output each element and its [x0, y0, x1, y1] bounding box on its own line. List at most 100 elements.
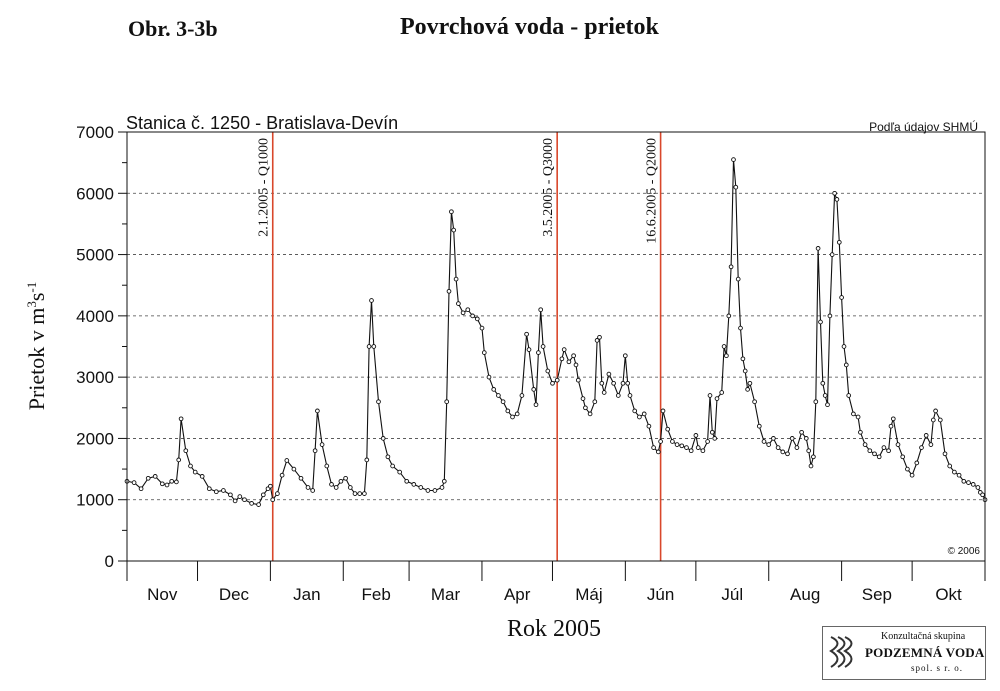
flow-data-point: [385, 454, 391, 460]
logo-line-2: PODZEMNÁ VODA: [865, 645, 985, 660]
flow-data-point: [919, 445, 924, 450]
flow-data-point: [726, 313, 732, 319]
flow-data-point: [305, 485, 311, 490]
flow-data-point: [707, 393, 713, 398]
flow-data-point: [439, 485, 445, 490]
flow-data-point: [260, 492, 266, 498]
flow-data-point: [474, 316, 480, 322]
flow-data-point: [670, 439, 675, 444]
flow-data-point: [486, 374, 492, 380]
x-month-label: Apr: [504, 585, 531, 604]
flow-data-point: [822, 393, 828, 398]
flow-data-point: [775, 445, 781, 450]
flow-data-point: [505, 408, 511, 414]
flow-data-point: [738, 325, 743, 331]
flow-data-point: [268, 483, 273, 489]
flow-data-point: [545, 368, 551, 374]
flow-data-point: [178, 416, 184, 422]
x-month-label: Feb: [362, 585, 391, 604]
flow-data-point: [449, 209, 454, 215]
flow-data-point: [930, 417, 936, 423]
event-label: 16.6.2005 - Q2000: [645, 138, 660, 244]
flow-data-point: [206, 486, 212, 492]
flow-data-point: [890, 416, 896, 422]
flow-data-point: [338, 478, 344, 484]
flow-data-point: [637, 414, 642, 420]
flow-data-point: [453, 276, 459, 282]
figure-title: Povrchová voda - prietok: [400, 14, 659, 40]
flow-data-point: [357, 491, 363, 496]
flow-data-point: [183, 448, 189, 454]
flow-data-point: [561, 347, 567, 352]
flow-data-point: [651, 445, 656, 450]
flow-data-point: [627, 393, 633, 398]
flow-data-point: [169, 478, 175, 484]
flow-data-point: [566, 359, 572, 365]
figure-label: Obr. 3-3b: [128, 16, 218, 41]
flow-data-point: [895, 442, 901, 447]
flow-data-point: [491, 387, 497, 392]
flow-data-point: [192, 469, 198, 475]
flow-data-point: [460, 310, 466, 316]
flow-data-point: [465, 307, 471, 313]
flow-data-point: [832, 190, 837, 196]
flow-data-point: [592, 399, 598, 405]
x-month-label: Mar: [431, 585, 461, 604]
logo-line-1: Konzultačná skupina: [881, 631, 966, 642]
flow-data-point: [587, 411, 593, 417]
flow-data-point: [789, 436, 795, 441]
flow-data-point: [966, 480, 971, 485]
flow-data-point: [719, 390, 725, 395]
flow-data-point: [674, 442, 680, 447]
flow-data-point: [815, 246, 821, 251]
flow-data-point: [397, 469, 403, 475]
flow-data-point: [279, 472, 285, 478]
flow-data-point: [756, 423, 762, 429]
flow-data-point: [390, 463, 395, 469]
flow-data-point: [451, 227, 457, 233]
flow-data-point: [933, 408, 938, 414]
flow-data-point: [237, 494, 243, 499]
x-month-label: Nov: [147, 585, 178, 604]
flow-data-point: [540, 344, 546, 349]
flow-data-point: [827, 313, 833, 319]
flow-data-point: [855, 414, 861, 420]
flow-data-point: [319, 442, 325, 447]
flow-data-point: [571, 353, 576, 359]
flow-data-point: [411, 482, 417, 487]
flow-data-point: [228, 492, 233, 498]
flow-data-point: [724, 353, 729, 359]
flow-data-point: [679, 443, 685, 449]
flow-data-point: [785, 451, 790, 457]
flow-data-point: [728, 264, 734, 270]
y-tick-label: 3000: [76, 368, 114, 387]
flow-data-point: [138, 486, 144, 492]
flow-data-point: [291, 466, 297, 472]
y-tick-label: 1000: [76, 491, 114, 510]
flow-data-point: [851, 411, 856, 417]
flow-data-point: [594, 338, 600, 343]
flow-data-point: [418, 485, 424, 490]
flow-data-point: [825, 402, 830, 408]
flow-data-point: [761, 439, 767, 444]
flow-data-point: [601, 390, 607, 395]
flow-data-point: [820, 380, 826, 386]
chart-subtitle: Stanica č. 1250 - Bratislava-Devín: [126, 113, 398, 133]
flow-data-point: [298, 475, 304, 481]
flow-data-point: [970, 482, 976, 487]
x-month-label: Jan: [293, 585, 320, 604]
flow-data-point: [249, 501, 254, 506]
flow-data-point: [705, 439, 710, 444]
flow-data-point: [646, 423, 652, 429]
flow-data-point: [213, 489, 219, 495]
flow-data-point: [583, 405, 588, 411]
flow-data-point: [771, 436, 776, 441]
flow-data-point: [174, 479, 179, 485]
flow-data-point: [735, 276, 741, 282]
flow-data-point: [526, 347, 532, 352]
flow-data-point: [632, 408, 638, 414]
flow-data-point: [811, 454, 816, 460]
flow-data-point: [432, 488, 438, 493]
flow-data-point: [714, 396, 720, 401]
